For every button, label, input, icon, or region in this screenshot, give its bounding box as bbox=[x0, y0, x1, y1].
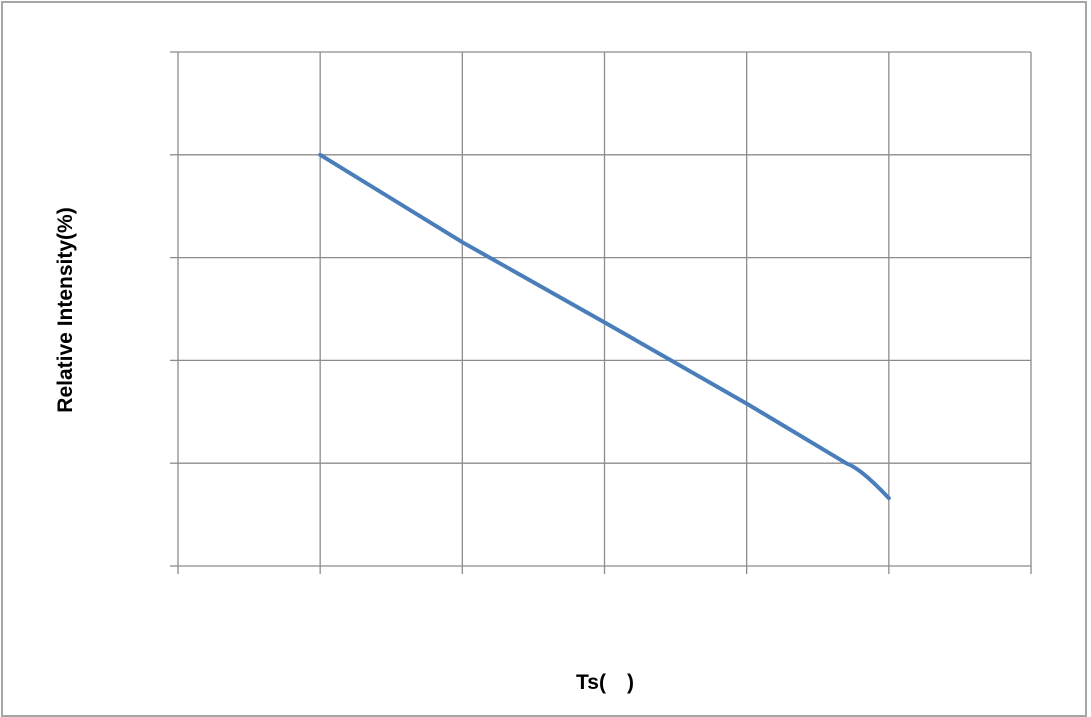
axis-ticks bbox=[170, 51, 1032, 574]
x-axis-label: Ts( ) bbox=[576, 671, 634, 694]
chart-series bbox=[318, 152, 891, 501]
y-axis-label: Relative Intensity(%) bbox=[54, 207, 77, 412]
chart-grid bbox=[177, 51, 1032, 567]
series-line-1 bbox=[318, 152, 891, 501]
